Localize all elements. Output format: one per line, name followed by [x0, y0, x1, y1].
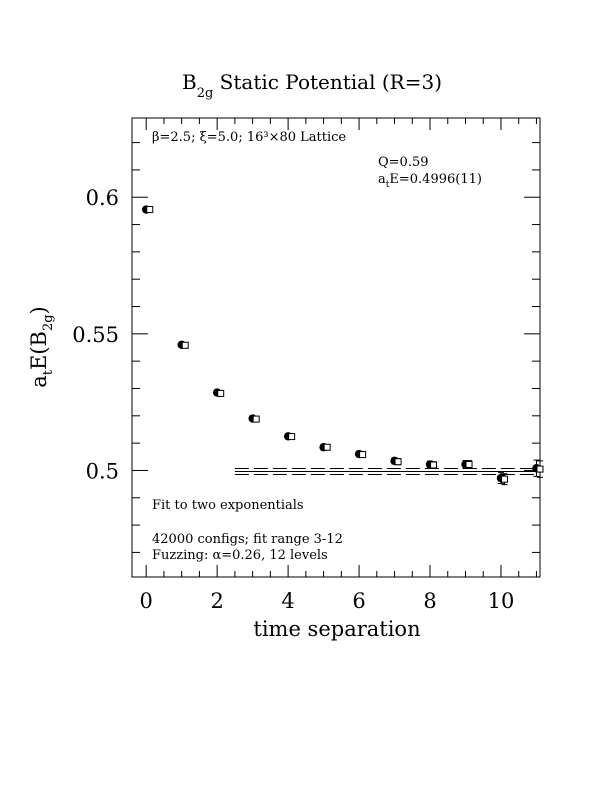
ylabel-subscript-t: t — [41, 369, 56, 375]
data-point-square — [252, 415, 260, 423]
title-subscript: 2g — [197, 86, 214, 101]
data-point-square — [146, 206, 154, 214]
fit-band — [234, 468, 537, 476]
x-tick-label: 4 — [281, 589, 294, 613]
x-tick-label: 2 — [210, 589, 223, 613]
x-tick-label: 8 — [423, 589, 436, 613]
data-point-square — [323, 443, 331, 451]
fuzzing-annotation: Fuzzing: α=0.26, 12 levels — [152, 548, 328, 563]
x-tick-label: 6 — [352, 589, 365, 613]
plot-frame — [131, 117, 541, 578]
configs-annotation: 42000 configs; fit range 3-12 — [152, 532, 343, 547]
ylabel-main: a — [27, 375, 51, 388]
data-point-square — [465, 460, 473, 468]
q-annotation: Q=0.59 — [378, 155, 429, 170]
energy-subscript: t — [386, 180, 390, 190]
y-tick-label: 0.6 — [86, 186, 119, 210]
x-axis-title: time separation — [253, 617, 420, 641]
y-tick-label: 0.5 — [86, 459, 119, 483]
ticks — [132, 118, 540, 577]
data-point-square — [181, 341, 189, 349]
y-axis-title: atE(B2g) — [27, 306, 56, 388]
energy-main: a — [378, 172, 386, 187]
x-tick-label: 0 — [140, 589, 153, 613]
fit-annotation: Fit to two exponentials — [152, 498, 304, 513]
y-tick-label: 0.55 — [72, 323, 119, 347]
title-main: B — [182, 70, 197, 94]
data-point-square — [501, 475, 509, 483]
data-points — [141, 205, 544, 486]
data-point-square — [536, 465, 544, 473]
energy-annotation: atE=0.4996(11) — [378, 172, 482, 190]
energy-rest: E=0.4996(11) — [389, 172, 482, 187]
title-rest: Static Potential (R=3) — [213, 70, 442, 94]
data-point-square — [217, 389, 225, 397]
data-point-square — [394, 458, 402, 466]
data-point-square — [430, 461, 438, 469]
data-point-square — [359, 451, 367, 459]
x-tick-label: 10 — [488, 589, 515, 613]
tick-labels: 0 2 4 6 8 10 0.5 0.55 0.6 — [72, 186, 514, 613]
lattice-annotation: β=2.5; ξ=5.0; 16³×80 Lattice — [152, 130, 346, 145]
data-point-square — [288, 433, 296, 441]
chart-title: B2g Static Potential (R=3) — [182, 70, 442, 101]
ylabel-mid: E(B — [27, 331, 51, 370]
ylabel-subscript-2g: 2g — [41, 314, 56, 331]
ylabel-end: ) — [27, 306, 51, 314]
